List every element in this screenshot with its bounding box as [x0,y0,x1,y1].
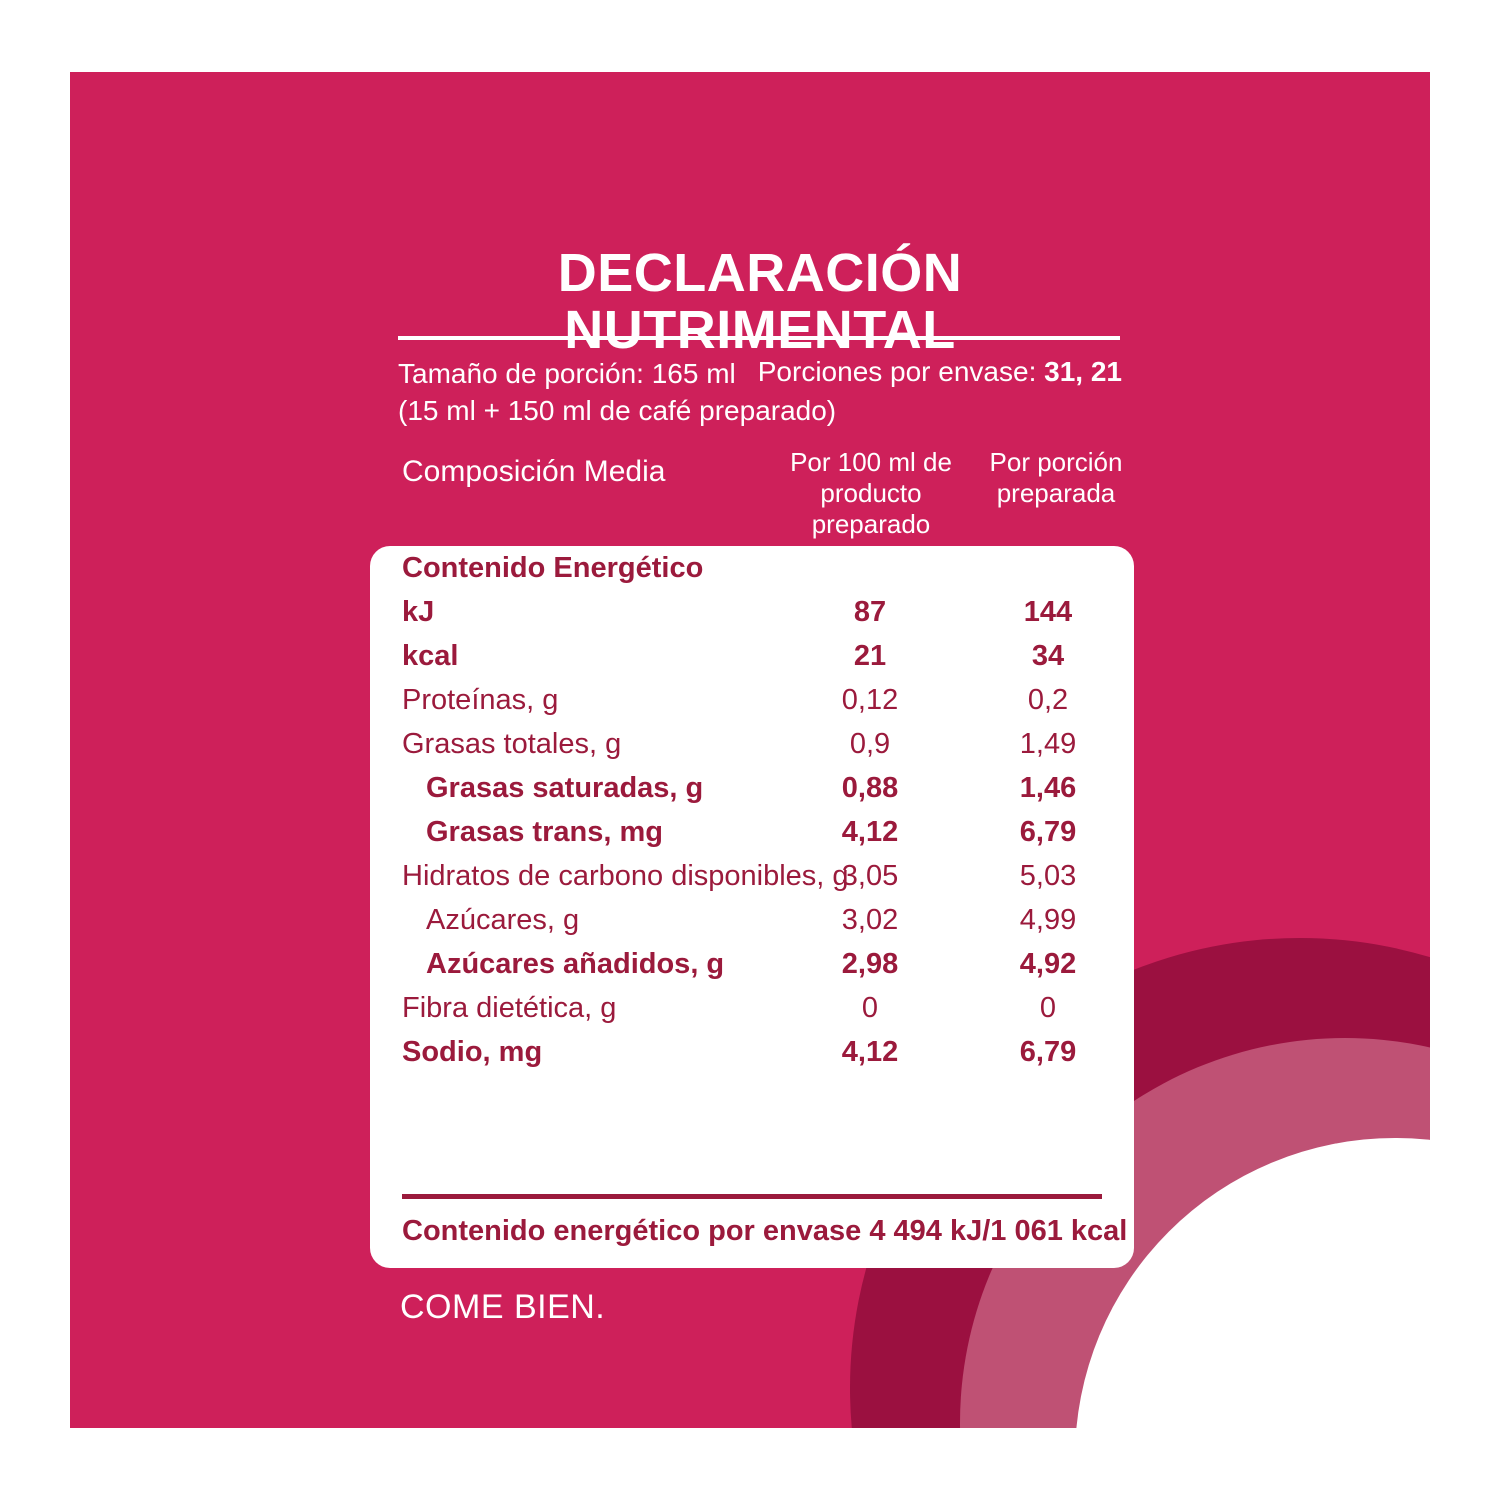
nutrient-value-per-portion: 34 [1031,640,1065,672]
servings-per-container: Porciones por envase: 31, 21 [758,356,1122,388]
nutrient-value-per-portion: 144 [1023,596,1073,628]
serving-size-line-1: Tamaño de porción: 165 ml [398,358,736,389]
table-row: Hidratos de carbono disponibles, g 3,05 5,… [370,854,1134,898]
nutrient-value-per-100ml: 4,12 [841,816,899,848]
nutrition-table-panel: Contenido Energético kJ 87 144 kcal 21 34 Prote… [370,546,1134,1268]
nutrient-value-per-portion: 5,03 [1019,860,1077,892]
composition-label: Composición Media [402,455,666,488]
nutrient-label: Azúcares añadidos, g [426,948,725,980]
table-row: kJ 87 144 [370,590,1134,634]
nutrient-label: Proteínas, g [402,684,559,716]
nutrient-value-per-portion: 0,2 [1027,684,1069,716]
table-footer-divider [402,1194,1102,1199]
table-row: Fibra dietética, g 0 0 [370,986,1134,1030]
nutrient-value-per-portion: 1,49 [1019,728,1077,760]
nutrient-value-per-100ml: 0,88 [841,772,899,804]
column-header-per-portion: Por porción preparada [989,447,1123,509]
nutrient-label: Hidratos de carbono disponibles, g [402,860,849,892]
nutrient-value-per-portion: 4,99 [1019,904,1077,936]
nutrient-value-per-100ml: 0 [861,992,879,1024]
nutrient-label: Grasas totales, g [402,728,622,760]
table-row: Azúcares añadidos, g 2,98 4,92 [370,942,1134,986]
table-row: Proteínas, g 0,12 0,2 [370,678,1134,722]
nutrient-value-per-portion: 1,46 [1019,772,1077,804]
nutrient-label: Sodio, mg [402,1036,543,1068]
nutrient-value-per-100ml: 3,05 [841,860,899,892]
table-row: Grasas trans, mg 4,12 6,79 [370,810,1134,854]
column-header-per-100ml: Por 100 ml de producto preparado [790,447,952,540]
nutrient-value-per-portion: 6,79 [1019,1036,1077,1068]
slogan-text: COME BIEN. [400,1288,606,1326]
serving-info-row: Tamaño de porción: 165 ml (15 ml + 150 m… [398,356,1122,436]
nutrient-value-per-100ml: 21 [853,640,887,672]
nutrient-value-per-100ml: 87 [853,596,887,628]
serving-size-block: Tamaño de porción: 165 ml (15 ml + 150 m… [398,356,836,430]
header-divider [398,336,1120,340]
nutrient-value-per-100ml: 4,12 [841,1036,899,1068]
table-row: Grasas saturadas, g 0,88 1,46 [370,766,1134,810]
nutrient-label: kcal [402,640,459,672]
servings-per-container-value: 31, 21 [1044,356,1122,387]
nutrient-label: Contenido Energético [402,552,704,584]
nutrient-label: Grasas trans, mg [426,816,663,848]
nutrient-value-per-100ml: 0,12 [841,684,899,716]
table-row: Azúcares, g 3,02 4,99 [370,898,1134,942]
serving-size-line-2: (15 ml + 150 ml de café preparado) [398,394,837,426]
table-row: Grasas totales, g 0,9 1,49 [370,722,1134,766]
nutrient-label: Azúcares, g [426,904,580,936]
table-row: kcal 21 34 [370,634,1134,678]
nutrient-value-per-100ml: 3,02 [841,904,899,936]
nutrient-value-per-100ml: 0,9 [849,728,891,760]
table-row: Sodio, mg 4,12 6,79 [370,1030,1134,1074]
nutrient-label: Grasas saturadas, g [426,772,704,804]
servings-per-container-label: Porciones por envase: [757,356,1037,387]
energy-per-container-text: Contenido energético por envase 4 494 kJ… [402,1215,1128,1247]
nutrient-value-per-portion: 0 [1039,992,1057,1024]
nutrient-label: Fibra dietética, g [402,992,617,1024]
nutrient-label: kJ [402,596,435,628]
nutrient-value-per-100ml: 2,98 [841,948,899,980]
nutrient-value-per-portion: 4,92 [1019,948,1077,980]
page-title: DECLARACIÓN NUTRIMENTAL [557,243,963,360]
nutrition-table-rows: Contenido Energético kJ 87 144 kcal 21 34 Prote… [370,546,1134,1074]
table-row: Contenido Energético [370,546,1134,590]
nutrient-value-per-portion: 6,79 [1019,816,1077,848]
